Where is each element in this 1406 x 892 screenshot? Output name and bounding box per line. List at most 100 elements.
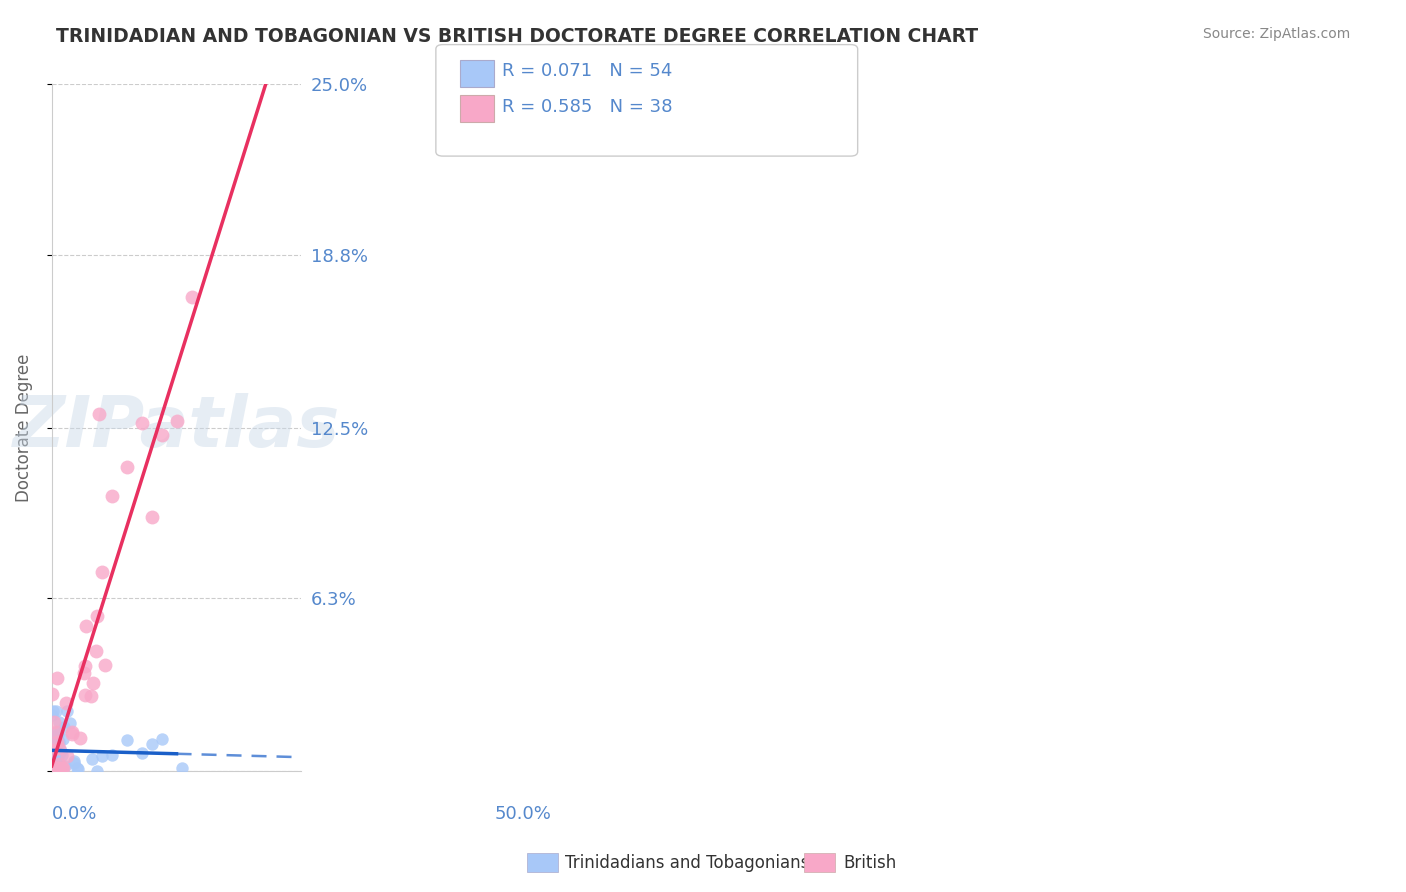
Point	[48, 757, 70, 772]
Point	[150, 731, 173, 746]
Point	[41, 687, 63, 701]
Point	[90, 565, 112, 579]
Point	[44, 763, 66, 777]
Point	[75, 618, 97, 632]
Text: British: British	[844, 854, 897, 871]
Point	[180, 290, 202, 304]
Point	[48, 714, 70, 729]
Point	[56, 748, 79, 763]
Point	[53, 721, 76, 735]
Point	[42, 759, 65, 773]
Point	[166, 413, 188, 427]
Point	[131, 416, 153, 430]
Point	[45, 704, 67, 718]
Text: 50.0%: 50.0%	[494, 805, 551, 823]
Point	[45, 725, 67, 739]
Point	[82, 676, 104, 690]
Point	[44, 729, 66, 743]
Point	[59, 716, 82, 731]
Point	[73, 658, 96, 673]
Point	[42, 756, 65, 770]
Point	[42, 753, 65, 767]
Point	[42, 761, 65, 775]
Point	[41, 742, 63, 756]
Point	[60, 727, 83, 741]
Point	[100, 489, 122, 503]
Point	[49, 763, 72, 777]
Point	[45, 671, 67, 685]
Point	[42, 731, 65, 746]
Point	[73, 665, 96, 680]
Text: TRINIDADIAN AND TOBAGONIAN VS BRITISH DOCTORATE DEGREE CORRELATION CHART: TRINIDADIAN AND TOBAGONIAN VS BRITISH DO…	[56, 27, 979, 45]
Text: Trinidadians and Tobagonians: Trinidadians and Tobagonians	[565, 854, 810, 871]
Point	[46, 725, 69, 739]
Point	[41, 737, 63, 751]
Point	[69, 731, 91, 745]
Point	[73, 688, 96, 702]
Point	[80, 689, 103, 703]
Point	[86, 608, 108, 623]
Point	[56, 704, 79, 718]
Point	[45, 756, 67, 770]
Point	[42, 761, 65, 775]
Point	[63, 755, 86, 769]
Point	[44, 761, 66, 775]
Point	[115, 460, 138, 475]
Point	[141, 737, 163, 751]
Point	[53, 759, 76, 773]
Point	[49, 744, 72, 758]
Text: Source: ZipAtlas.com: Source: ZipAtlas.com	[1202, 27, 1350, 41]
Point	[100, 747, 122, 762]
Point	[42, 759, 65, 773]
Point	[45, 761, 67, 775]
Point	[44, 757, 66, 772]
Point	[44, 756, 66, 771]
Point	[51, 761, 73, 775]
Point	[66, 761, 89, 775]
Point	[46, 764, 69, 778]
Text: 0.0%: 0.0%	[52, 805, 97, 823]
Point	[141, 510, 163, 524]
Point	[48, 727, 70, 741]
Point	[48, 747, 70, 761]
Point	[80, 752, 103, 766]
Point	[46, 735, 69, 749]
Text: ZIPatlas: ZIPatlas	[13, 393, 340, 462]
Point	[44, 742, 66, 756]
Point	[41, 731, 63, 746]
Point	[66, 762, 89, 776]
Point	[48, 735, 70, 749]
Text: R = 0.585   N = 38: R = 0.585 N = 38	[502, 98, 672, 116]
Point	[131, 746, 153, 760]
Point	[41, 763, 63, 777]
Point	[41, 756, 63, 770]
Point	[48, 741, 70, 756]
Point	[89, 407, 111, 421]
Point	[60, 724, 83, 739]
Point	[42, 760, 65, 774]
Point	[150, 427, 173, 442]
Point	[41, 743, 63, 757]
Point	[170, 761, 193, 775]
Point	[41, 708, 63, 723]
Text: R = 0.071   N = 54: R = 0.071 N = 54	[502, 62, 672, 80]
Point	[45, 755, 67, 769]
Point	[42, 704, 65, 718]
Y-axis label: Doctorate Degree: Doctorate Degree	[15, 353, 32, 502]
Point	[51, 747, 73, 762]
Point	[45, 735, 67, 749]
Point	[42, 750, 65, 764]
Point	[84, 643, 107, 657]
Point	[115, 732, 138, 747]
Point	[94, 658, 117, 673]
Point	[48, 761, 70, 775]
Point	[55, 696, 77, 710]
Point	[63, 756, 86, 770]
Point	[86, 764, 108, 778]
Point	[42, 763, 65, 777]
Point	[52, 761, 75, 775]
Point	[48, 747, 70, 761]
Point	[44, 740, 66, 755]
Point	[41, 756, 63, 770]
Point	[52, 731, 75, 746]
